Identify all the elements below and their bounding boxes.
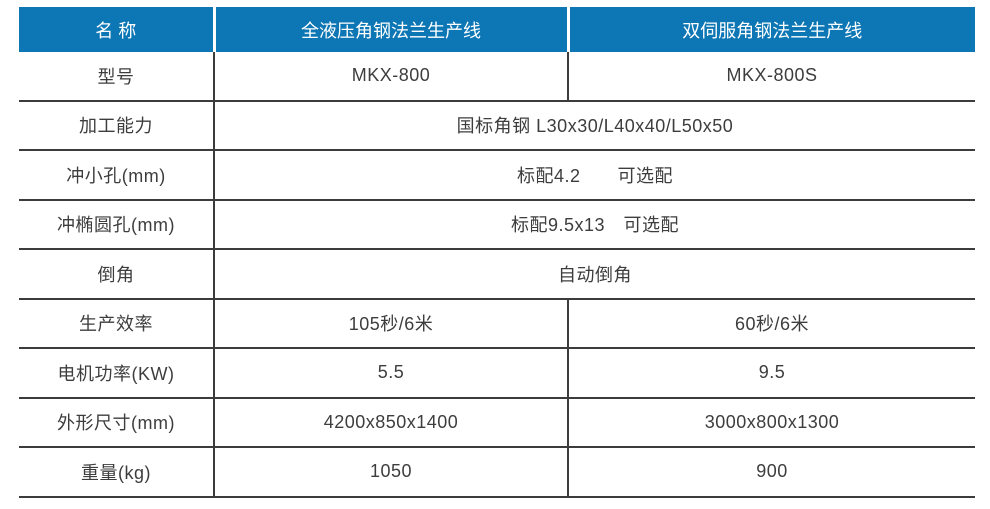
row-value-product2: 60秒/6米 [567, 298, 975, 349]
table-row-model: 型号 MKX-800 MKX-800S [19, 52, 975, 102]
row-value-product1: MKX-800 [213, 52, 568, 102]
table-row-efficiency: 生产效率 105秒/6米 60秒/6米 [19, 298, 975, 349]
row-value-product2: 900 [567, 447, 975, 498]
row-label: 倒角 [19, 249, 214, 300]
row-value-shared: 国标角钢 L30x30/L40x40/L50x50 [213, 100, 975, 151]
table-row-capacity: 加工能力 国标角钢 L30x30/L40x40/L50x50 [19, 100, 975, 151]
row-label: 型号 [19, 52, 214, 102]
table-row-weight: 重量(kg) 1050 900 [19, 447, 975, 498]
row-label: 电机功率(KW) [19, 348, 214, 399]
row-value-shared: 标配9.5x13 可选配 [213, 199, 975, 250]
row-value-product1: 1050 [213, 447, 568, 498]
header-cell-name: 名 称 [19, 7, 214, 52]
row-value-shared: 自动倒角 [213, 249, 975, 300]
row-value-product1: 4200x850x1400 [213, 397, 568, 448]
row-value-product1: 105秒/6米 [213, 298, 568, 349]
row-value-product2: 9.5 [567, 348, 975, 399]
row-value-product2: 3000x800x1300 [567, 397, 975, 448]
table-row-small-hole: 冲小孔(mm) 标配4.2 可选配 [19, 150, 975, 201]
table-row-oval-hole: 冲椭圆孔(mm) 标配9.5x13 可选配 [19, 199, 975, 250]
row-value-shared: 标配4.2 可选配 [213, 150, 975, 201]
table-row-chamfer: 倒角 自动倒角 [19, 249, 975, 300]
header-cell-product1: 全液压角钢法兰生产线 [212, 7, 568, 52]
row-value-product2: MKX-800S [567, 52, 975, 102]
table-row-motor-power: 电机功率(KW) 5.5 9.5 [19, 348, 975, 399]
header-cell-product2: 双伺服角钢法兰生产线 [566, 7, 975, 52]
header-row: 名 称 全液压角钢法兰生产线 双伺服角钢法兰生产线 [19, 7, 975, 52]
row-label: 冲小孔(mm) [19, 150, 214, 201]
row-label: 冲椭圆孔(mm) [19, 199, 214, 250]
row-label: 生产效率 [19, 298, 214, 349]
row-label: 加工能力 [19, 100, 214, 151]
spec-table: 名 称 全液压角钢法兰生产线 双伺服角钢法兰生产线 型号 MKX-800 MKX… [19, 7, 975, 498]
row-value-product1: 5.5 [213, 348, 568, 399]
row-label: 外形尺寸(mm) [19, 397, 214, 448]
spec-table-container: 名 称 全液压角钢法兰生产线 双伺服角钢法兰生产线 型号 MKX-800 MKX… [19, 7, 975, 498]
table-row-dimensions: 外形尺寸(mm) 4200x850x1400 3000x800x1300 [19, 397, 975, 448]
row-label: 重量(kg) [19, 447, 214, 498]
